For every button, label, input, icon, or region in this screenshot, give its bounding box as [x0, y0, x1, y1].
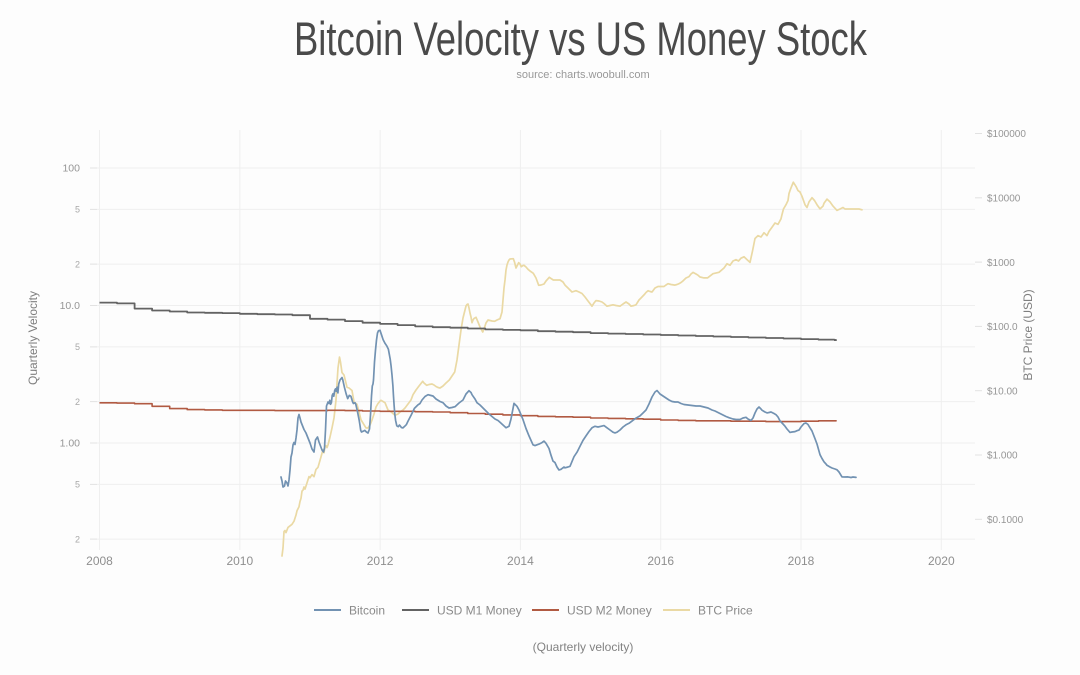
svg-text:5: 5	[75, 342, 80, 352]
svg-text:$100000: $100000	[987, 129, 1026, 140]
svg-text:2010: 2010	[226, 554, 253, 568]
svg-text:2020: 2020	[928, 554, 955, 568]
svg-text:$10000: $10000	[987, 194, 1021, 205]
svg-text:$0.1000: $0.1000	[987, 515, 1024, 526]
svg-text:2008: 2008	[86, 554, 113, 568]
svg-text:$1000: $1000	[987, 258, 1015, 269]
svg-text:Bitcoin Velocity vs US Money S: Bitcoin Velocity vs US Money Stock	[294, 12, 867, 65]
svg-text:$1.000: $1.000	[987, 451, 1018, 462]
svg-text:2: 2	[75, 397, 80, 407]
svg-text:5: 5	[75, 480, 80, 490]
svg-text:(Quarterly velocity): (Quarterly velocity)	[533, 640, 634, 654]
svg-text:BTC Price (USD): BTC Price (USD)	[1021, 289, 1035, 380]
svg-text:5: 5	[75, 205, 80, 215]
svg-text:1.00: 1.00	[60, 438, 81, 450]
svg-text:$10.00: $10.00	[987, 386, 1018, 397]
svg-text:Quarterly Velocity: Quarterly Velocity	[26, 291, 40, 385]
svg-text:source: charts.woobull.com: source: charts.woobull.com	[516, 69, 649, 81]
svg-text:2014: 2014	[507, 554, 534, 568]
svg-text:100: 100	[62, 163, 80, 175]
svg-text:Bitcoin: Bitcoin	[349, 603, 385, 617]
svg-text:2: 2	[75, 259, 80, 269]
svg-text:USD M1 Money: USD M1 Money	[437, 603, 522, 617]
svg-text:2012: 2012	[367, 554, 394, 568]
svg-text:2: 2	[75, 534, 80, 544]
svg-text:USD M2 Money: USD M2 Money	[567, 603, 652, 617]
svg-text:BTC Price: BTC Price	[698, 603, 753, 617]
svg-text:2016: 2016	[647, 554, 674, 568]
svg-text:$100.0: $100.0	[987, 322, 1018, 333]
svg-text:2018: 2018	[788, 554, 815, 568]
svg-text:10.0: 10.0	[60, 300, 81, 312]
